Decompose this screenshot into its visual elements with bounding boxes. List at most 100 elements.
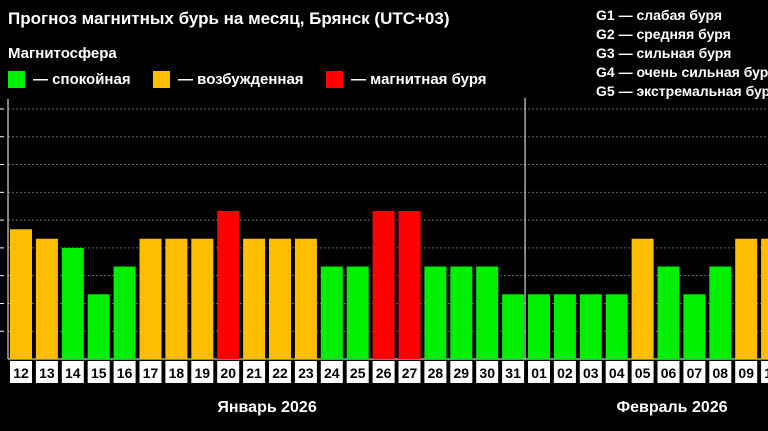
x-tick-label: 02 xyxy=(557,365,573,381)
x-tick-box xyxy=(553,361,576,383)
bar-06 xyxy=(657,266,680,359)
legend-swatch-excited xyxy=(153,71,170,88)
bar-21 xyxy=(243,238,266,359)
x-tick-label: 10 xyxy=(764,365,768,381)
bar-26 xyxy=(372,210,395,359)
x-tick-box xyxy=(657,361,680,383)
g-scale-legend: G1 — слабая буря G2 — средняя буря G3 — … xyxy=(596,6,768,101)
x-tick-box xyxy=(269,361,291,383)
x-tick-label: 19 xyxy=(195,365,211,381)
x-tick-box xyxy=(579,361,602,383)
x-tick-label: 25 xyxy=(350,365,366,381)
bar-22 xyxy=(269,238,291,359)
bar-09 xyxy=(735,238,758,359)
x-tick-box xyxy=(450,361,473,383)
x-tick-label: 01 xyxy=(531,365,547,381)
bar-08 xyxy=(709,266,732,359)
legend: — спокойная — возбужденная — магнитная б… xyxy=(8,71,568,91)
bar-29 xyxy=(450,266,473,359)
x-tick-box xyxy=(502,361,525,383)
bar-28 xyxy=(424,266,447,359)
g-scale-item-g1: G1 — слабая буря xyxy=(596,7,723,23)
g-scale-item-g5: G5 — экстремальная буря xyxy=(596,83,768,99)
x-tick-box xyxy=(87,361,110,383)
legend-label-calm: — спокойная xyxy=(33,71,131,88)
x-tick-box xyxy=(424,361,447,383)
x-tick-label: 24 xyxy=(324,365,340,381)
legend-swatch-storm xyxy=(326,71,343,88)
x-tick-label: 31 xyxy=(505,365,521,381)
x-tick-label: 18 xyxy=(169,365,185,381)
bar-19 xyxy=(191,238,214,359)
bar-01 xyxy=(528,294,550,359)
x-tick-label: 20 xyxy=(220,365,236,381)
x-tick-label: 26 xyxy=(376,365,392,381)
x-tick-label: 28 xyxy=(428,365,444,381)
x-tick-label: 27 xyxy=(402,365,418,381)
bar-03 xyxy=(579,294,602,359)
bar-15 xyxy=(87,294,110,359)
x-tick-box xyxy=(320,361,343,383)
x-tick-box xyxy=(35,361,58,383)
bar-14 xyxy=(61,247,84,359)
x-tick-box xyxy=(346,361,369,383)
x-tick-box xyxy=(735,361,758,383)
bar-12 xyxy=(10,229,32,359)
legend-label-storm: — магнитная буря xyxy=(351,71,487,88)
x-tick-box xyxy=(683,361,706,383)
x-tick-label: 15 xyxy=(91,365,107,381)
legend-label-excited: — возбужденная xyxy=(178,71,304,88)
x-tick-label: 04 xyxy=(609,365,625,381)
legend-item-calm: — спокойная xyxy=(8,71,131,88)
x-tick-label: 21 xyxy=(246,365,262,381)
x-tick-box xyxy=(191,361,214,383)
x-tick-label: 29 xyxy=(454,365,470,381)
bar-16 xyxy=(113,266,136,359)
bar-31 xyxy=(502,294,525,359)
bar-02 xyxy=(553,294,576,359)
legend-item-storm: — магнитная буря xyxy=(326,71,487,88)
x-tick-label: 16 xyxy=(117,365,133,381)
page-title: Прогноз магнитных бурь на месяц, Брянск … xyxy=(8,9,450,28)
x-tick-box xyxy=(372,361,395,383)
x-tick-box xyxy=(294,361,317,383)
bar-05 xyxy=(631,238,654,359)
x-tick-box xyxy=(605,361,628,383)
bar-13 xyxy=(35,238,58,359)
bar-27 xyxy=(398,210,421,359)
month-label: Январь 2026 xyxy=(217,399,316,416)
legend-swatch-calm xyxy=(8,71,25,88)
x-tick-box xyxy=(243,361,266,383)
x-tick-label: 06 xyxy=(661,365,677,381)
x-tick-label: 12 xyxy=(13,365,29,381)
x-tick-label: 30 xyxy=(479,365,495,381)
x-tick-label: 03 xyxy=(583,365,599,381)
bar-04 xyxy=(605,294,628,359)
g-scale-item-g3: G3 — сильная буря xyxy=(596,45,732,61)
legend-title: Магнитосфера xyxy=(8,45,117,62)
x-tick-box xyxy=(61,361,84,383)
month-label: Февраль 2026 xyxy=(616,399,727,416)
x-tick-label: 22 xyxy=(272,365,288,381)
bar-20 xyxy=(217,210,240,359)
bar-18 xyxy=(165,238,188,359)
x-tick-box xyxy=(631,361,654,383)
bar-23 xyxy=(294,238,317,359)
legend-item-excited: — возбужденная xyxy=(153,71,304,88)
bar-30 xyxy=(476,266,499,359)
bar-24 xyxy=(320,266,343,359)
bar-25 xyxy=(346,266,369,359)
x-tick-box xyxy=(709,361,732,383)
x-tick-box xyxy=(113,361,136,383)
x-tick-box xyxy=(217,361,240,383)
x-tick-box xyxy=(10,361,32,383)
x-tick-label: 07 xyxy=(687,365,703,381)
x-tick-box xyxy=(528,361,550,383)
x-tick-box xyxy=(139,361,162,383)
x-tick-label: 09 xyxy=(738,365,754,381)
x-tick-label: 17 xyxy=(143,365,159,381)
x-tick-box xyxy=(165,361,188,383)
bar-17 xyxy=(139,238,162,359)
bar-07 xyxy=(683,294,706,359)
